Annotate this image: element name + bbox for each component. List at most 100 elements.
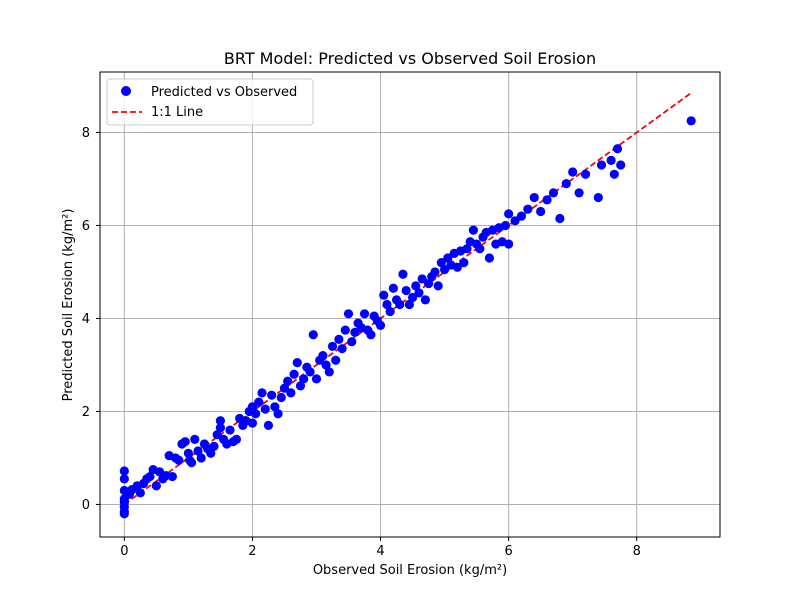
data-point xyxy=(286,388,296,398)
data-point xyxy=(311,374,322,384)
data-point xyxy=(542,195,552,205)
data-point xyxy=(167,471,177,482)
y-axis-label: Predicted Soil Erosion (kg/m²) xyxy=(61,209,76,402)
data-point xyxy=(260,404,270,414)
data-point xyxy=(379,290,389,300)
axis-ticks: 0 2 4 6 8 0 2 4 6 8 xyxy=(82,126,641,559)
data-point xyxy=(225,425,235,435)
data-point xyxy=(420,295,430,305)
y-tick-label: 0 xyxy=(82,498,90,513)
data-point xyxy=(263,420,274,430)
data-point xyxy=(135,488,145,498)
data-point xyxy=(251,409,261,419)
data-point xyxy=(468,225,479,235)
data-point xyxy=(299,374,309,384)
data-point xyxy=(305,367,315,377)
data-point xyxy=(190,434,200,444)
x-tick-label: 0 xyxy=(120,544,128,559)
data-point xyxy=(504,209,514,219)
data-point xyxy=(443,253,453,263)
data-point xyxy=(430,267,440,277)
data-point xyxy=(407,292,418,303)
data-point xyxy=(609,169,619,179)
data-point xyxy=(510,216,520,226)
data-point xyxy=(459,258,469,268)
data-point xyxy=(145,471,155,482)
data-point xyxy=(343,309,354,319)
data-point xyxy=(423,278,434,289)
data-point xyxy=(347,337,357,347)
data-point xyxy=(382,299,392,310)
data-point xyxy=(196,453,206,463)
data-point xyxy=(359,309,370,319)
data-point xyxy=(375,320,386,331)
data-point xyxy=(283,376,293,386)
data-point xyxy=(292,358,302,368)
chart-title: BRT Model: Predicted vs Observed Soil Er… xyxy=(224,49,596,68)
data-point xyxy=(254,397,264,407)
grid-lines xyxy=(100,72,720,537)
data-point xyxy=(580,169,591,179)
data-point xyxy=(516,211,527,221)
data-point xyxy=(327,341,338,351)
data-point xyxy=(350,327,360,337)
data-point xyxy=(500,220,511,231)
data-point xyxy=(180,437,190,447)
data-point xyxy=(593,192,603,203)
y-tick-label: 4 xyxy=(82,312,90,327)
data-point xyxy=(308,330,318,340)
data-point xyxy=(119,466,129,476)
data-point xyxy=(151,481,161,491)
data-point xyxy=(215,416,226,426)
data-point xyxy=(267,390,277,400)
data-point xyxy=(433,281,443,291)
data-point xyxy=(337,344,347,354)
data-point xyxy=(596,160,607,170)
data-point xyxy=(612,144,623,154)
data-point xyxy=(318,351,328,361)
y-tick-label: 2 xyxy=(82,405,90,420)
data-point xyxy=(436,258,446,268)
data-point xyxy=(183,448,193,458)
data-point xyxy=(366,330,376,340)
data-point xyxy=(484,253,495,263)
data-point xyxy=(395,299,405,310)
data-point xyxy=(331,355,341,365)
data-point xyxy=(273,409,283,419)
data-point xyxy=(439,265,450,275)
data-point xyxy=(555,213,565,224)
data-point xyxy=(206,448,216,458)
data-point xyxy=(119,509,129,519)
data-point xyxy=(231,434,242,444)
data-point xyxy=(504,239,514,249)
data-point xyxy=(414,288,424,298)
data-point xyxy=(209,441,219,451)
data-point xyxy=(568,167,578,177)
data-point xyxy=(324,367,334,377)
data-point xyxy=(616,160,626,170)
data-point xyxy=(385,306,395,317)
x-tick-label: 2 xyxy=(248,544,256,559)
data-point xyxy=(321,360,331,370)
x-tick-label: 4 xyxy=(376,544,384,559)
data-point xyxy=(561,179,571,189)
data-point xyxy=(247,402,258,412)
data-point xyxy=(340,325,350,335)
data-point xyxy=(606,155,616,165)
data-point xyxy=(462,244,472,254)
data-point xyxy=(119,497,129,507)
x-tick-label: 6 xyxy=(504,544,512,559)
data-point xyxy=(452,262,462,272)
data-point xyxy=(548,188,559,198)
y-tick-label: 6 xyxy=(82,219,90,234)
data-point xyxy=(247,418,258,428)
data-point xyxy=(388,283,398,293)
scatter-points xyxy=(119,116,696,519)
data-point xyxy=(475,244,485,254)
data-point xyxy=(276,392,286,403)
data-point xyxy=(119,474,129,484)
data-point xyxy=(174,455,184,465)
x-tick-label: 8 xyxy=(633,544,641,559)
data-point xyxy=(398,269,408,279)
